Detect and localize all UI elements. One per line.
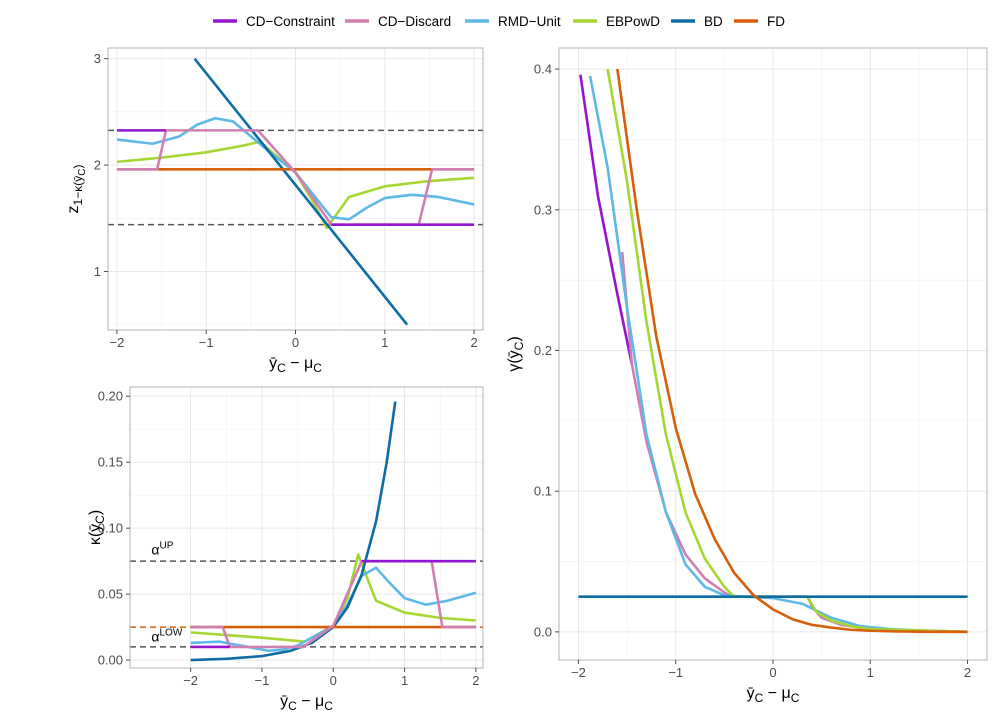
y-tick-label: 0.15 — [98, 455, 123, 470]
x-tick-label: 2 — [964, 665, 971, 680]
x-tick-label: 2 — [470, 335, 477, 350]
legend: CD−Constraint CD−Discard RMD−Unit EBPowD BD F… — [213, 14, 785, 29]
series-line-cd-discard — [190, 559, 476, 649]
y-tick-label: 0.05 — [98, 587, 123, 602]
x-tick-label: 2 — [472, 673, 479, 688]
y-tick-label: 2 — [94, 158, 101, 173]
x-tick-label: 1 — [401, 673, 408, 688]
x-tick-label: 0 — [769, 665, 776, 680]
x-tick-label: −1 — [668, 665, 683, 680]
y-tick-label: 0.00 — [98, 653, 123, 668]
x-tick-label: −2 — [183, 673, 198, 688]
x-tick-label: 1 — [381, 335, 388, 350]
annotation-alpha-low: αLOW — [151, 628, 182, 645]
legend-label-5: FD — [767, 14, 785, 29]
x-tick-label: −2 — [571, 665, 586, 680]
series-line-cd-discard — [116, 129, 475, 226]
x-tick-label: −1 — [255, 673, 270, 688]
legend-label-2: RMD−Unit — [498, 14, 561, 29]
panel-right: −2 −1 0 1 2 0.0 0.1 0.2 0.3 0.4 ȳC − μC γ(ȳC) — [506, 47, 988, 705]
x-tick-label: 1 — [867, 665, 874, 680]
x-tick-label: 0 — [330, 673, 337, 688]
x-axis-label: ȳC − μC — [269, 355, 322, 375]
series-line-bd — [193, 57, 409, 326]
y-tick-label: 0.0 — [534, 624, 552, 639]
y-tick-label: 0.1 — [534, 484, 552, 499]
plot-area — [130, 387, 483, 668]
x-tick-label: −1 — [199, 335, 214, 350]
x-axis-label: ȳC − μC — [280, 693, 333, 713]
x-axis-label: ȳC − μC — [747, 685, 800, 705]
series-line-fd — [616, 68, 968, 634]
x-tick-label: −2 — [110, 335, 125, 350]
panel-border — [129, 386, 484, 669]
annotation-alpha-up: αUP — [151, 541, 173, 558]
y-tick-label: 0.2 — [534, 343, 552, 358]
y-axis-label: γ(ȳC) — [506, 336, 526, 371]
y-tick-label: 1 — [94, 264, 101, 279]
y-axis-label: z1−κ(ȳC) — [65, 165, 88, 214]
y-axis-label: κ(ȳC) — [87, 510, 107, 545]
legend-label-1: CD−Discard — [378, 14, 451, 29]
legend-label-4: BD — [704, 14, 723, 29]
legend-label-3: EBPowD — [606, 14, 660, 29]
panel-bottom-left: −2 −1 0 1 2 0.00 0.05 0.10 0.15 0.20 ȳC − μC κ(ȳC) α… — [87, 386, 484, 713]
y-tick-label: 0.3 — [534, 202, 552, 217]
legend-label-0: CD−Constraint — [246, 14, 335, 29]
series-line-cd-constraint — [579, 74, 634, 365]
y-tick-label: 3 — [94, 51, 101, 66]
x-tick-label: 0 — [292, 335, 299, 350]
y-tick-label: 0.20 — [98, 389, 123, 404]
panel-top-left: −2 −1 0 1 2 1 2 3 ȳC − μC z1−κ(ȳC) — [65, 47, 484, 375]
y-tick-label: 0.4 — [534, 62, 552, 77]
y-tick-label: 0.10 — [98, 521, 123, 536]
